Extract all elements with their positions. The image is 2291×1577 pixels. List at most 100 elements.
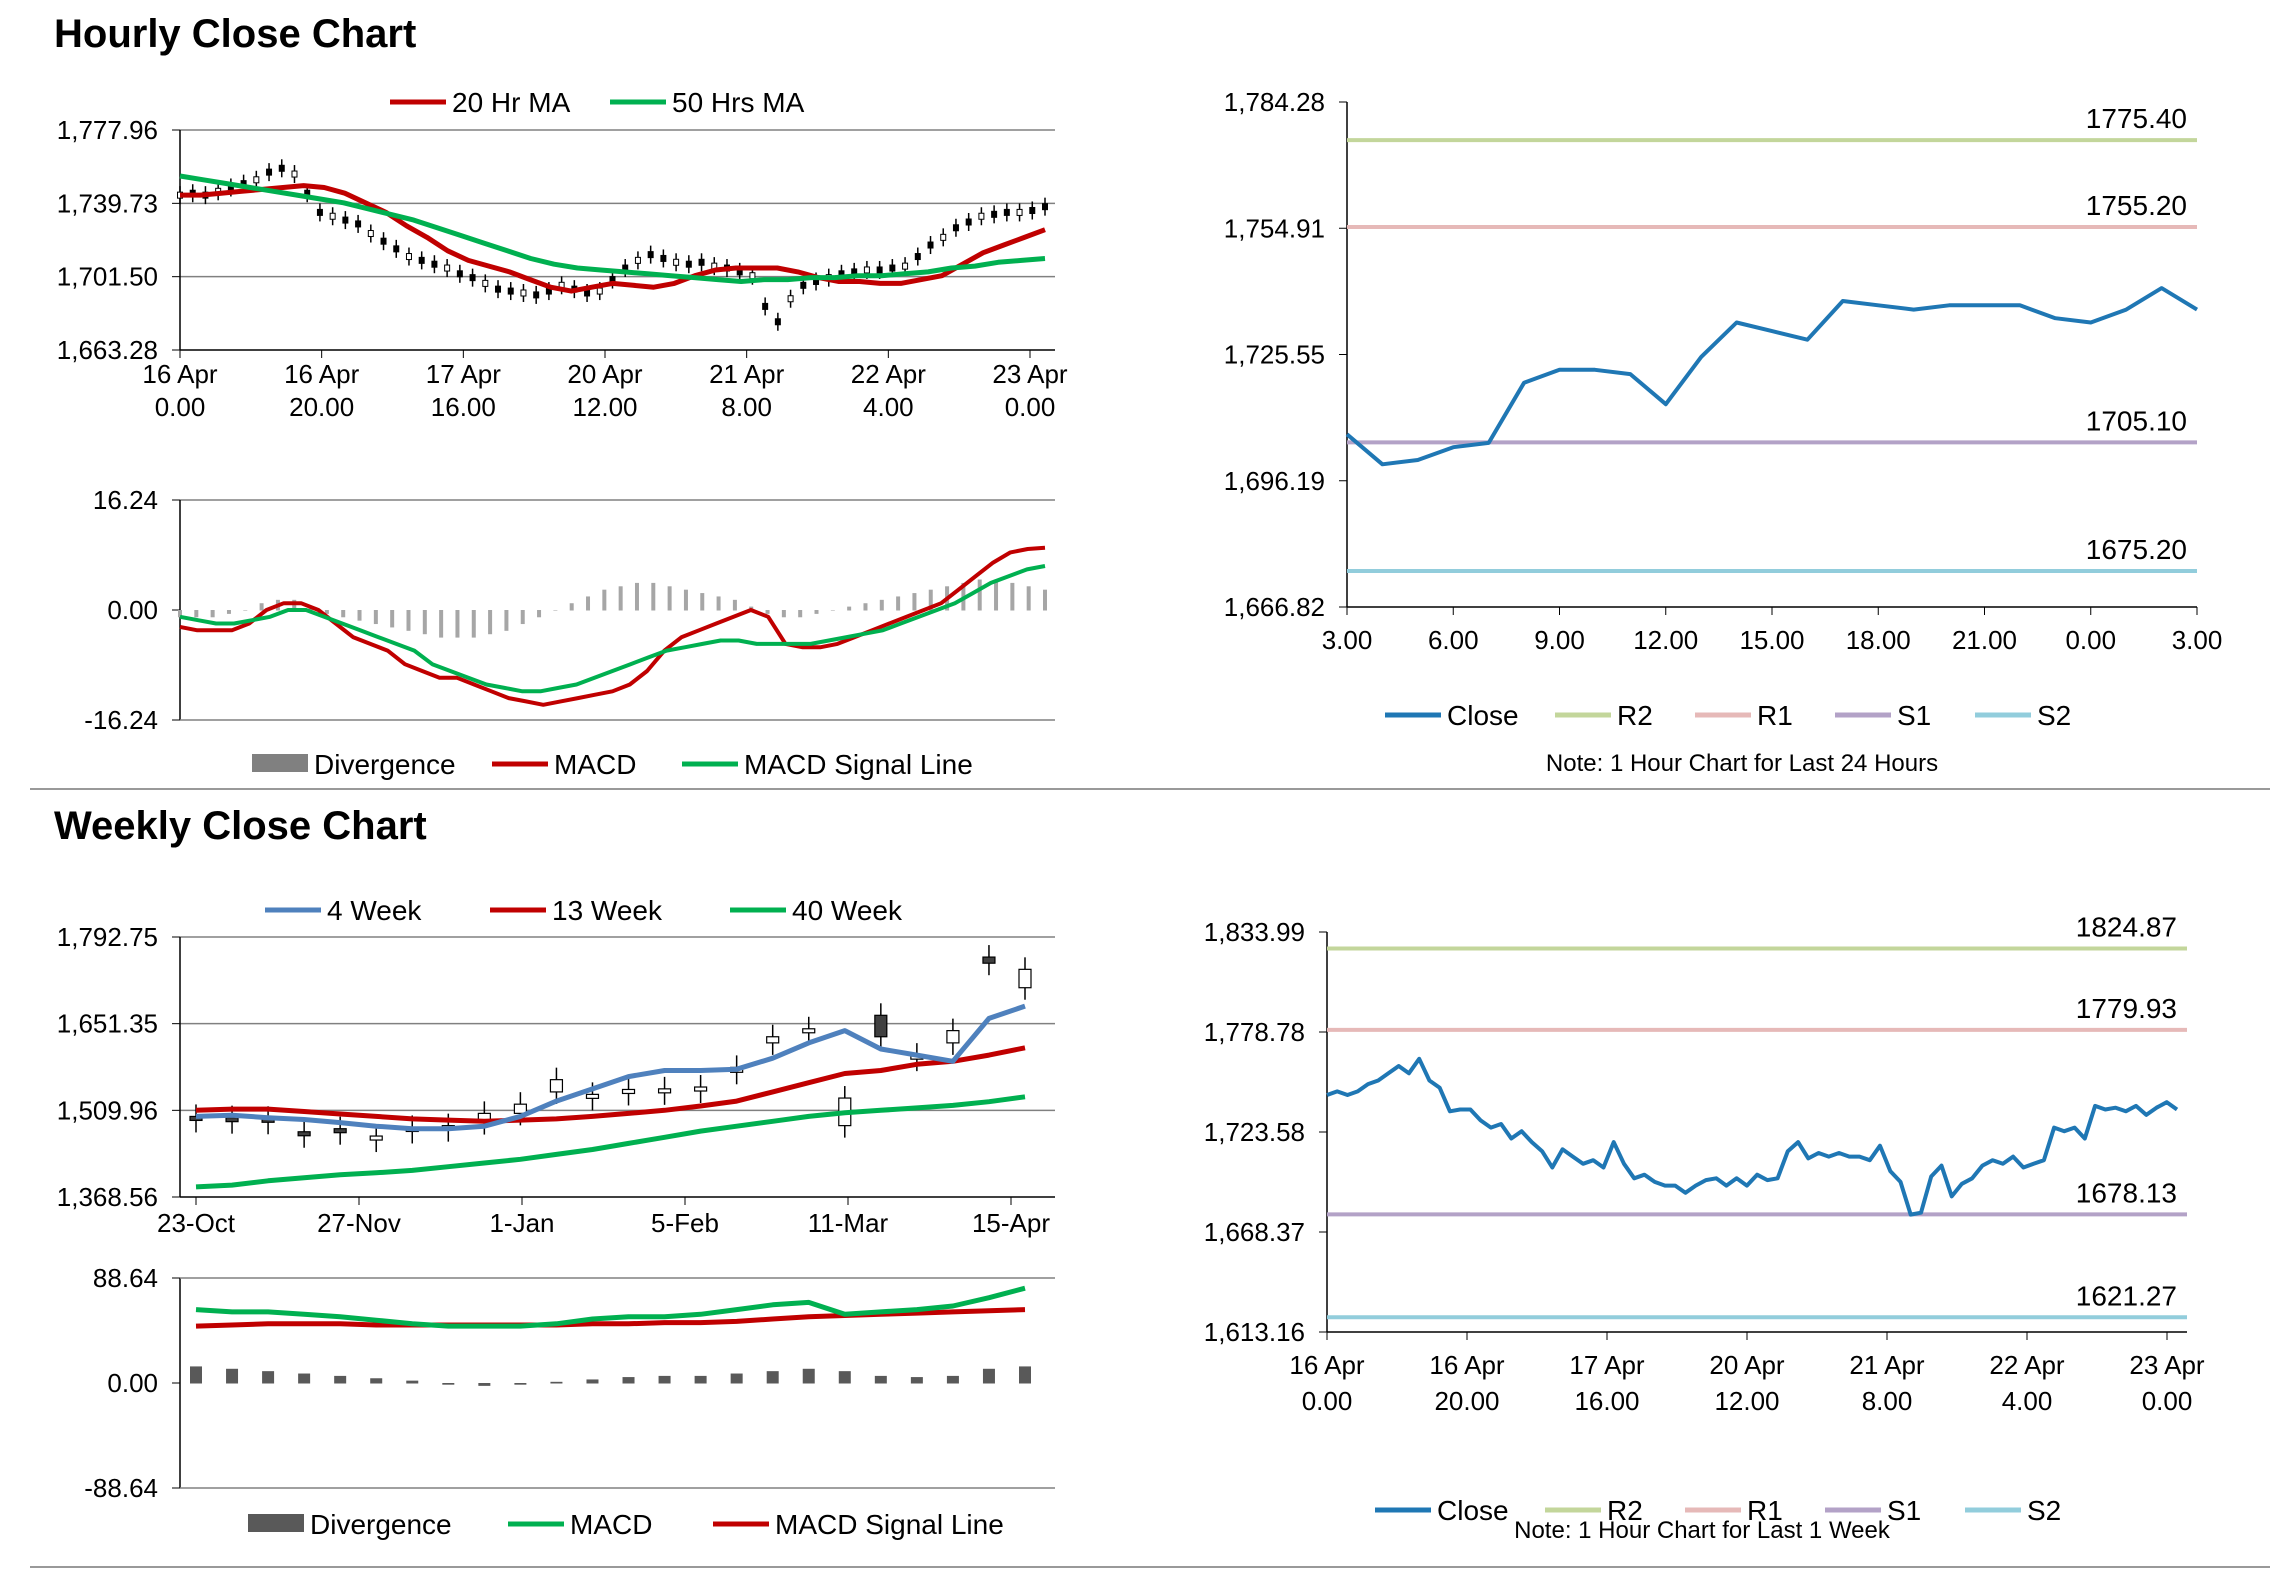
divergence-bar: [700, 593, 705, 611]
candle-body: [253, 176, 260, 184]
weekly-macd-chart: 88.64 0.00 -88.64 Divergence MACD MACD Signal…: [84, 1263, 1055, 1540]
bottom-divider: [30, 1566, 2270, 1568]
divergence-bar: [618, 586, 623, 611]
x-tick-label: 5-Feb: [651, 1208, 719, 1238]
divergence-bar: [1026, 586, 1031, 611]
y-tick-label: 1,833.99: [1204, 917, 1305, 947]
candle-body: [418, 256, 425, 264]
week40-line: [195, 1094, 1026, 1190]
divergence-bar: [298, 1373, 311, 1384]
y-tick-label: 1,725.55: [1224, 340, 1325, 370]
candle-body: [940, 233, 947, 241]
candle-body: [946, 1030, 960, 1044]
x-tick-label: 20 Apr: [567, 359, 643, 389]
hourly-week-chart: 1,833.99 1,778.78 1,723.58 1,668.37 1,613.16…: [1204, 912, 2205, 1544]
candle-body: [549, 1079, 564, 1093]
divergence-bar: [658, 1375, 671, 1384]
divergence-bar: [210, 610, 215, 618]
y-tick-label: 1,777.96: [57, 115, 158, 145]
chart-note: Note: 1 Hour Chart for Last 1 Week: [1514, 1517, 1891, 1544]
divergence-bar: [373, 610, 378, 625]
divergence-bar: [622, 1377, 635, 1384]
divergence-bar: [262, 1371, 275, 1384]
divergence-bar: [874, 1375, 887, 1384]
x-tick-label: 22 Apr: [851, 359, 927, 389]
candle-body: [507, 287, 514, 295]
candle-body: [513, 1103, 527, 1114]
x-tick-label: 15-Apr: [972, 1208, 1050, 1238]
legend-label-0: 20 Hr MA: [452, 87, 571, 118]
candle-body: [297, 1131, 311, 1137]
divergence-bar: [928, 589, 933, 611]
divergence-bar: [488, 610, 493, 635]
divergence-bar: [586, 1379, 599, 1384]
y-tick-label: -88.64: [84, 1473, 158, 1503]
divergence-bar: [863, 603, 868, 611]
legend-label-1: R2: [1617, 700, 1653, 731]
candle-body: [902, 262, 909, 270]
divergence-bar: [514, 1383, 527, 1385]
candle-body: [225, 1117, 239, 1123]
divergence-bar: [814, 610, 819, 614]
x-tick-label: 17 Apr: [426, 359, 502, 389]
candle-body: [278, 164, 285, 172]
candle-body: [482, 279, 489, 287]
candle-body: [369, 1135, 383, 1141]
candle-body: [889, 264, 896, 272]
y-tick-label: 1,651.35: [57, 1009, 158, 1039]
x-tick-label: 0.00: [1005, 392, 1056, 422]
candle-body: [698, 258, 705, 266]
candle-body: [291, 170, 298, 178]
candle-body: [952, 224, 959, 232]
candle-body: [1018, 968, 1032, 989]
divergence-bar: [879, 599, 884, 611]
candle-body: [657, 1088, 672, 1094]
signal-line: [195, 1307, 1026, 1329]
x-tick-label: 17 Apr: [1569, 1350, 1645, 1380]
x-tick-label: 8.00: [1862, 1386, 1913, 1416]
divergence-bar: [243, 610, 248, 611]
divergence-bar: [226, 1368, 239, 1384]
candle-body: [405, 253, 412, 261]
candle-body: [914, 253, 921, 261]
divergence-bar: [667, 586, 672, 611]
x-tick-label: 3.00: [2172, 625, 2223, 655]
divergence-bar: [910, 1377, 923, 1384]
x-tick-label: 0.00: [2142, 1386, 2193, 1416]
candle-body: [596, 287, 603, 295]
legend-label-0: 4 Week: [327, 895, 422, 926]
divergence-bar: [977, 579, 982, 611]
divergence-bar: [1010, 582, 1015, 611]
divergence-bar: [537, 610, 542, 618]
candle-body: [1042, 203, 1048, 211]
divergence-bar: [602, 589, 607, 611]
candle-body: [787, 295, 794, 303]
legend-label-1: MACD: [554, 749, 636, 780]
weekly-price-chart: 4 Week 13 Week 40 Week 1,792.75 1,651.35 1,50…: [57, 895, 1055, 1238]
candle-body: [621, 1088, 636, 1095]
divergence-bar: [847, 606, 852, 611]
y-tick-label: 1,696.19: [1224, 466, 1325, 496]
level-label-s1: 1705.10: [2086, 405, 2187, 436]
divergence-bar: [683, 589, 688, 611]
divergence-bar: [553, 610, 558, 611]
divergence-bar: [569, 603, 574, 611]
legend-label-1: 50 Hrs MA: [672, 87, 805, 118]
x-tick-label: 0.00: [2065, 625, 2116, 655]
divergence-bar: [730, 1373, 743, 1384]
y-tick-label: 1,784.28: [1224, 87, 1325, 117]
x-tick-label: 20.00: [1434, 1386, 1499, 1416]
ma50-line: [179, 173, 1046, 284]
x-tick-label: 12.00: [572, 392, 637, 422]
x-tick-label: 16.00: [1574, 1386, 1639, 1416]
legend-label-0: Close: [1447, 700, 1519, 731]
candle-body: [342, 216, 349, 224]
divergence-bar: [455, 610, 460, 638]
hourly-24h-chart: 1,784.28 1,754.91 1,725.55 1,696.19 1,666.82…: [1224, 87, 2223, 777]
y-tick-label: 1,792.75: [57, 922, 158, 952]
legend-label-3: S1: [1887, 1495, 1921, 1526]
x-tick-label: 20.00: [289, 392, 354, 422]
legend-label-3: S1: [1897, 700, 1931, 731]
divergence-bar: [781, 610, 786, 618]
y-tick-label: 1,663.28: [57, 335, 158, 365]
